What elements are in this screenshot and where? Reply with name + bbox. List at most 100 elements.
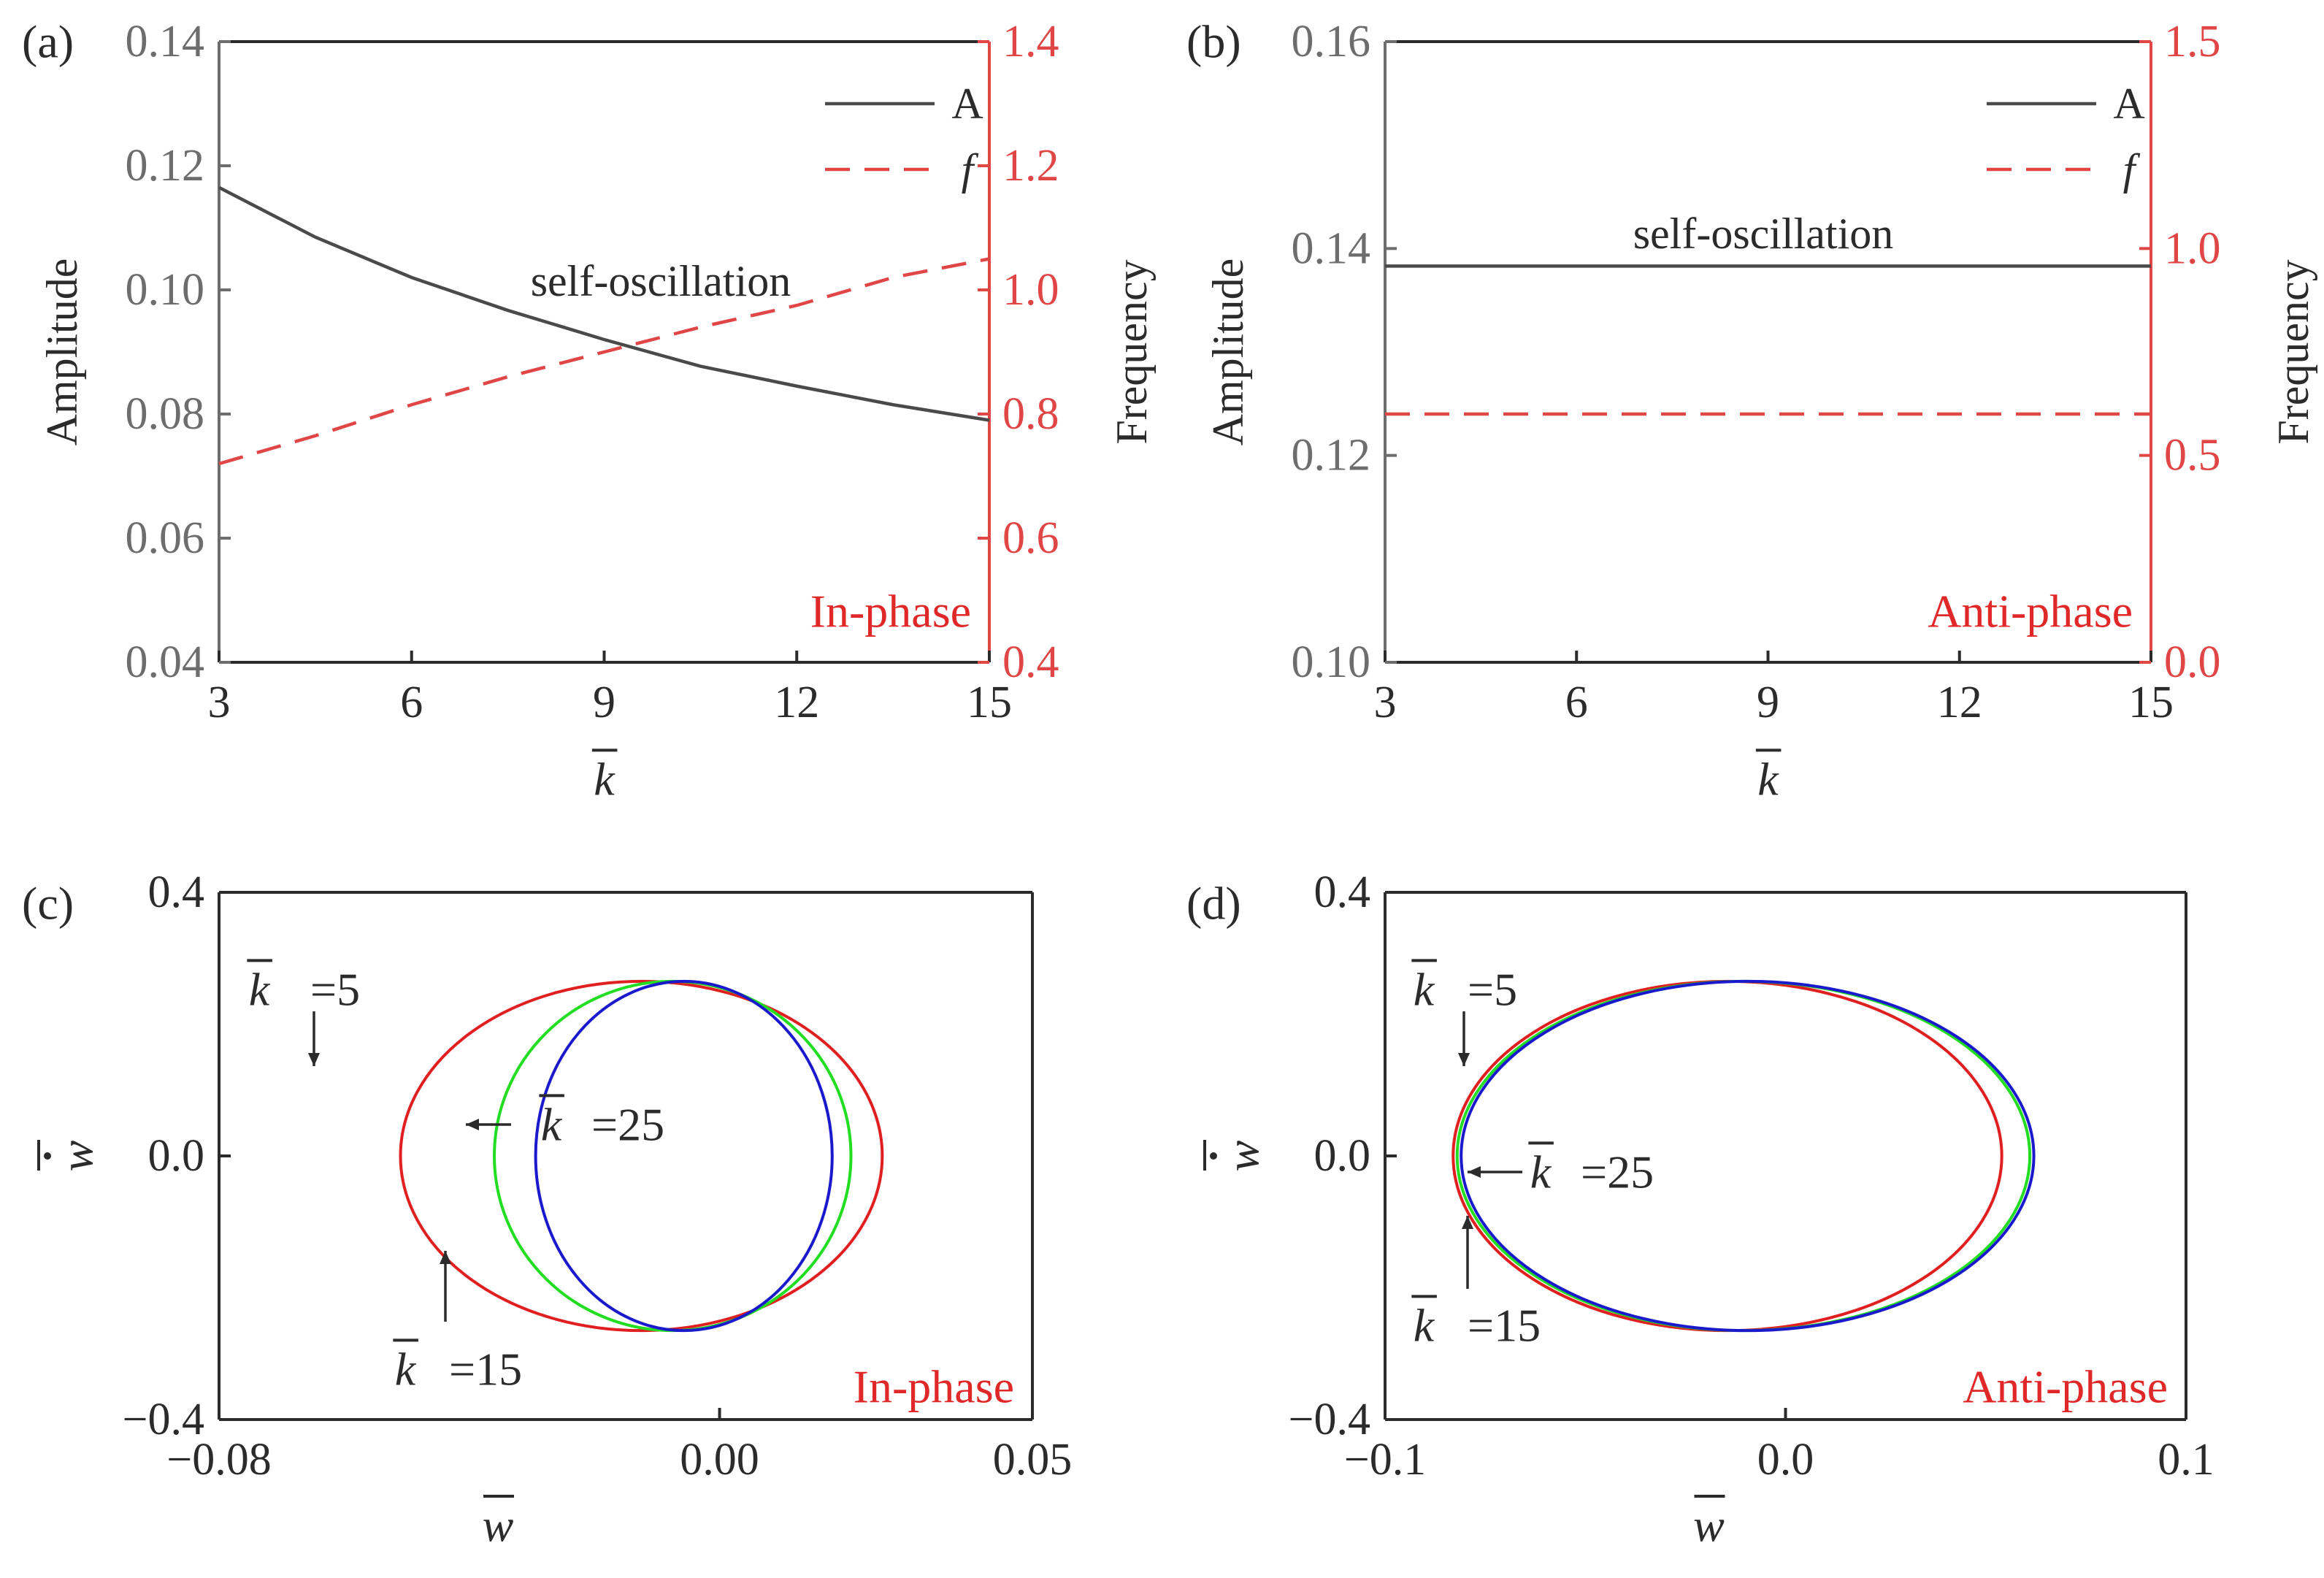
y2-tick-label: 1.0 (2164, 223, 2221, 273)
panel-label: (d) (1186, 878, 1241, 930)
phase-label: Anti-phase (1928, 586, 2133, 637)
y-axis-label: w (1203, 1140, 1269, 1171)
curve-label-k: k (1528, 1141, 1554, 1198)
x-tick-label: 3 (1374, 678, 1397, 727)
panel-label: (b) (1186, 16, 1241, 68)
x-tick-label: 0.05 (993, 1435, 1073, 1485)
x-tick-label: 3 (208, 678, 231, 727)
series-line-f (218, 257, 990, 466)
x-tick-label: −0.08 (166, 1435, 271, 1485)
annotation-self-oscillation: self-oscillation (1633, 210, 1894, 258)
y2-tick-label: 1.2 (1002, 141, 1059, 191)
curve-label-k-letter: k (1414, 1300, 1435, 1352)
y-axis-label-letter: w (1217, 1140, 1269, 1171)
curve-label-k-letter: k (1530, 1146, 1552, 1198)
x-axis-label: w (483, 1500, 514, 1552)
y-tick-label: −0.4 (1289, 1395, 1370, 1444)
x-axis-label-letter: k (1757, 754, 1779, 805)
x-axis-label: w (1693, 1500, 1725, 1552)
y-tick-label: 0.16 (1292, 17, 1371, 66)
panel-d: (d) −0.1 0.0 0.1 0.4 0.0 −0.4 w w k =5 k =25 k =15 Anti… (1186, 867, 2214, 1552)
curve-label-arrowhead (1462, 1216, 1473, 1229)
y2-tick-label: 1.4 (1002, 17, 1059, 66)
y-tick-label: 0.4 (148, 867, 205, 917)
curve-label-value: =5 (310, 964, 360, 1016)
y-tick-label: 0.14 (1292, 223, 1371, 273)
y-tick-label: 0.06 (126, 513, 205, 563)
curve-label-k-letter: k (395, 1344, 417, 1395)
x-axis-label: k (591, 748, 618, 805)
panel-c: (c) −0.08 0.00 0.05 0.4 0.0 −0.4 w w k =5 k =25 k =15 I… (22, 867, 1072, 1552)
legend-label-f: f (962, 145, 979, 194)
x-tick-label: 0.1 (2158, 1435, 2214, 1485)
x-axis-label-letter: k (594, 754, 615, 805)
orbit-k̄=25 (534, 979, 834, 1333)
legend-label-A: A (2113, 80, 2144, 128)
y2-tick-label: 1.5 (2164, 17, 2221, 66)
y2-tick-label: 0.8 (1002, 389, 1059, 439)
y2-axis-label: Frequency (2269, 259, 2317, 444)
curve-label-value: =15 (449, 1344, 522, 1395)
orbit-k̄=25 (1460, 979, 2036, 1333)
y-tick-label: 0.0 (148, 1131, 205, 1181)
y-tick-label: 0.10 (126, 265, 205, 315)
y2-tick-label: 1.0 (1002, 265, 1059, 315)
x-tick-label: −0.1 (1344, 1435, 1426, 1485)
series-line-A (218, 185, 990, 422)
y-axis-label-dot (44, 1152, 51, 1160)
curve-label-k: k (1411, 959, 1437, 1016)
curve-label-k: k (247, 959, 272, 1016)
y-tick-label: 0.4 (1314, 867, 1371, 917)
y-axis-label-dot (1210, 1152, 1217, 1160)
annotation-self-oscillation: self-oscillation (531, 257, 791, 305)
phase-label: In-phase (854, 1361, 1014, 1413)
curve-label-arrowhead (1468, 1166, 1481, 1178)
curve-label-arrowhead (440, 1251, 451, 1264)
y2-tick-label: 0.5 (2164, 431, 2221, 480)
y2-tick-label: 0.6 (1002, 513, 1059, 563)
x-tick-label: 0.00 (680, 1435, 759, 1485)
curve-label-arrowhead (466, 1119, 479, 1130)
orbit-k̄=15 (493, 979, 853, 1333)
y-tick-label: 0.14 (126, 17, 205, 66)
panel-label: (c) (22, 878, 74, 930)
x-tick-label: 12 (1937, 678, 1982, 727)
curve-label-value: =5 (1468, 964, 1517, 1016)
y-tick-label: 0.12 (1292, 431, 1371, 480)
curve-label-arrowhead (1458, 1053, 1470, 1066)
curve-label-k-letter: k (1414, 964, 1435, 1016)
y-axis-label: w (37, 1140, 103, 1171)
x-tick-label: 15 (967, 678, 1012, 727)
curve-label-k: k (393, 1338, 418, 1395)
panel-label: (a) (22, 16, 74, 68)
y-axis-label: Amplitude (38, 258, 86, 446)
x-tick-label: 9 (593, 678, 615, 727)
curve-label-k: k (1411, 1295, 1437, 1352)
curve-label-k-letter: k (249, 964, 271, 1016)
legend-label-A: A (951, 80, 983, 128)
panel-b: (b) 3 6 9 12 15 0.10 0.12 0.14 0.16 0.0 0.5 1.0 1.5 k A… (1186, 16, 2317, 805)
phase-label: In-phase (810, 586, 971, 637)
curve-label-value: =15 (1468, 1300, 1541, 1352)
y-axis-label-letter: w (51, 1140, 103, 1171)
curve-label-value: =25 (1581, 1146, 1654, 1198)
curve-label-value: =25 (591, 1099, 664, 1151)
curve-label-k: k (539, 1094, 564, 1151)
x-tick-label: 6 (400, 678, 423, 727)
y-tick-label: −0.4 (123, 1395, 204, 1444)
x-tick-label: 0.0 (1757, 1435, 1814, 1485)
x-tick-label: 9 (1757, 678, 1779, 727)
x-axis-label: k (1755, 748, 1782, 805)
panel-a: (a) 3 6 9 12 15 0.04 0.06 0.08 0.10 0.12 0.14 0.4 0.6… (22, 16, 1156, 805)
legend-label-f: f (2123, 145, 2141, 194)
orbit-k̄=5 (399, 979, 884, 1333)
y-axis-label: Amplitude (1204, 258, 1252, 446)
y-tick-label: 0.08 (126, 389, 205, 439)
phase-label: Anti-phase (1963, 1361, 2168, 1413)
x-tick-label: 12 (774, 678, 819, 727)
y2-axis-label: Frequency (1108, 259, 1156, 444)
y2-tick-label: 0.4 (1002, 637, 1059, 687)
y2-tick-label: 0.0 (2164, 637, 2221, 687)
y-tick-label: 0.04 (126, 637, 205, 687)
